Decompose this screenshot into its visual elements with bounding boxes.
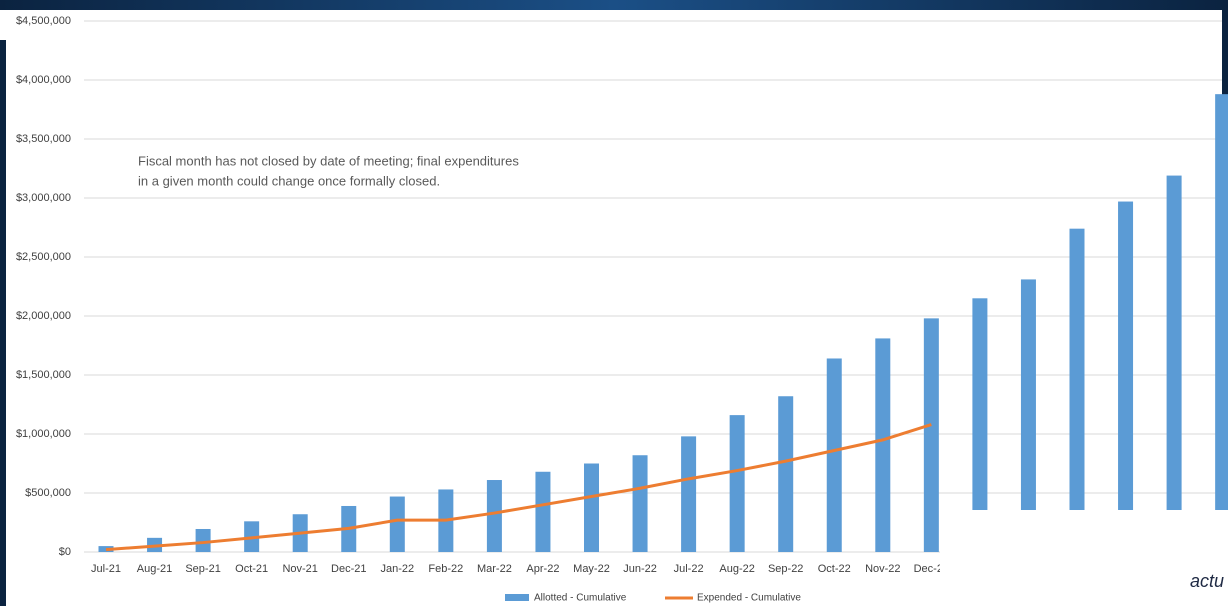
x-tick-label: Jul-21 — [91, 563, 121, 575]
chart-panel-corner — [0, 10, 20, 40]
x-tick-label: Oct-22 — [818, 563, 851, 575]
y-tick-label: $4,000,000 — [16, 74, 71, 86]
bar — [1118, 201, 1134, 553]
x-tick-label: Mar-22 — [477, 563, 512, 575]
bar — [1069, 228, 1085, 552]
bar — [1215, 94, 1228, 552]
x-tick-label: Aug-21 — [137, 563, 172, 575]
bar — [389, 496, 405, 552]
y-tick-label: $2,000,000 — [16, 310, 71, 322]
x-tick-label: Sep-22 — [768, 563, 803, 575]
bar — [632, 455, 648, 552]
x-tick-label: Nov-22 — [865, 563, 900, 575]
legend-swatch — [505, 594, 529, 601]
bar — [778, 396, 794, 552]
bar — [1166, 175, 1182, 552]
overlay-box — [940, 510, 1228, 606]
bar — [486, 480, 502, 552]
annotation: in a given month could change once forma… — [138, 173, 440, 188]
x-tick-label: Feb-22 — [428, 563, 463, 575]
x-tick-label: Jun-22 — [623, 563, 657, 575]
x-tick-label: Apr-22 — [526, 563, 559, 575]
plot-area: $0 $500,000 $1,000,000 $1,500,000 $2,000,000… — [16, 15, 1228, 575]
x-tick-label: May-22 — [573, 563, 610, 575]
bar — [826, 358, 842, 552]
y-tick-label: $3,000,000 — [16, 192, 71, 204]
line — [105, 423, 932, 552]
bar — [1020, 279, 1036, 552]
y-tick-label: $0 — [59, 546, 71, 558]
x-tick-label: Jul-22 — [674, 563, 704, 575]
bar — [972, 298, 988, 552]
x-tick-label: Sep-21 — [185, 563, 220, 575]
chart-panel — [6, 10, 1222, 606]
bar — [195, 528, 211, 552]
y-tick-label: $4,500,000 — [16, 15, 71, 27]
y-tick-label: $1,000,000 — [16, 428, 71, 440]
y-tick-label: $2,500,000 — [16, 251, 71, 263]
bar — [681, 436, 697, 552]
bar — [535, 471, 551, 552]
y-tick-label: $1,500,000 — [16, 369, 71, 381]
annotation: Fiscal month has not closed by date of m… — [138, 153, 519, 168]
bar — [875, 338, 891, 552]
x-tick-label: Jan-22 — [380, 563, 414, 575]
x-tick-label: Nov-21 — [282, 563, 317, 575]
x-tick-label: Dec-21 — [331, 563, 366, 575]
x-tick-label: Aug-22 — [719, 563, 754, 575]
y-tick-label: $500,000 — [25, 487, 71, 499]
corner-text: actu — [1190, 571, 1224, 591]
legend-label: Allotted - Cumulative — [534, 593, 627, 604]
legend-label: Expended - Cumulative — [697, 593, 801, 604]
y-tick-label: $3,500,000 — [16, 133, 71, 145]
bar — [584, 463, 599, 552]
legend: Allotted - Cumulative Expended - Cumulati… — [505, 593, 801, 604]
x-tick-label: Oct-21 — [235, 563, 268, 575]
bar — [729, 415, 745, 552]
bar — [923, 318, 939, 552]
